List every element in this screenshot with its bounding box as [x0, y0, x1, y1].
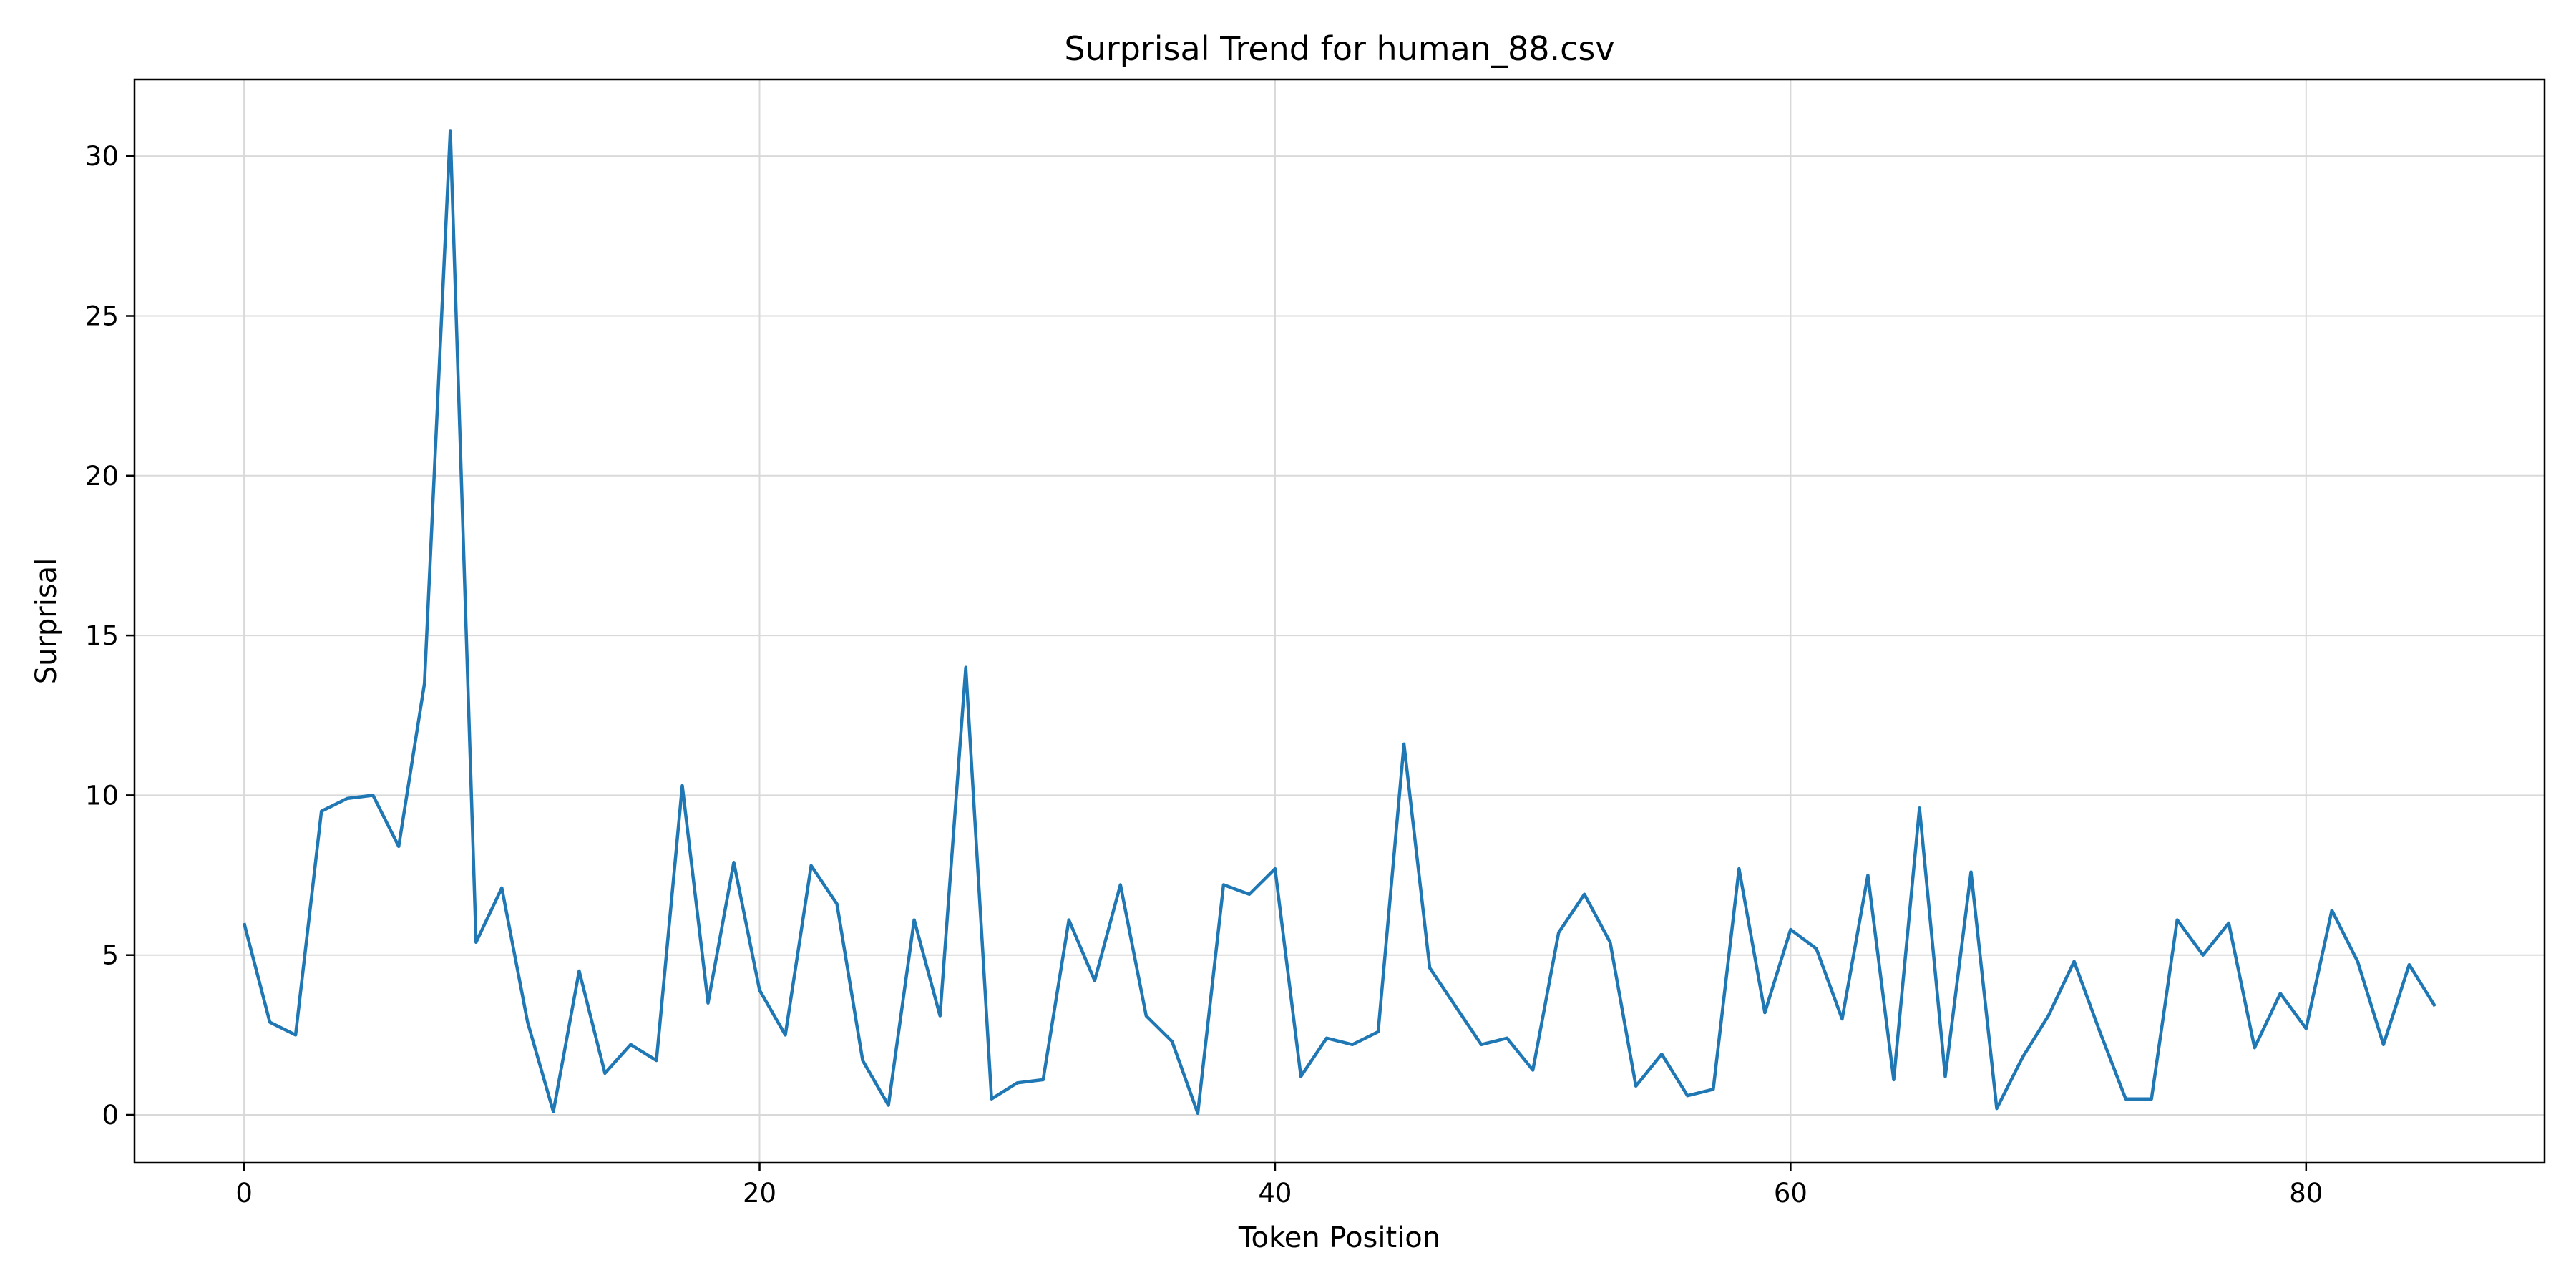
x-tick-label: 40 — [1258, 1178, 1292, 1209]
chart-title: Surprisal Trend for human_88.csv — [1064, 29, 1614, 68]
y-tick-label: 15 — [85, 620, 119, 651]
y-tick-label: 10 — [85, 780, 119, 811]
x-tick-label: 0 — [235, 1178, 253, 1209]
y-tick-label: 20 — [85, 461, 119, 492]
y-axis-ticks: 0 5 10 15 20 25 30 — [85, 141, 135, 1131]
plot-frame — [133, 78, 2546, 1164]
y-tick-label: 5 — [102, 940, 119, 971]
y-tick-label: 30 — [85, 141, 119, 172]
x-tick-label: 80 — [2289, 1178, 2323, 1209]
y-tick-label: 0 — [102, 1100, 119, 1131]
x-tick-label: 20 — [743, 1178, 776, 1209]
gridlines — [135, 79, 2545, 1163]
x-tick-label: 60 — [1774, 1178, 1807, 1209]
x-axis-ticks: 0 20 40 60 80 — [235, 1163, 2323, 1209]
y-tick-label: 25 — [85, 301, 119, 331]
y-axis-label: Surprisal — [30, 558, 63, 685]
x-axis-label: Token Position — [1238, 1221, 1440, 1254]
series-line-group — [242, 129, 2436, 1116]
surprisal-series-line — [242, 129, 2436, 1116]
